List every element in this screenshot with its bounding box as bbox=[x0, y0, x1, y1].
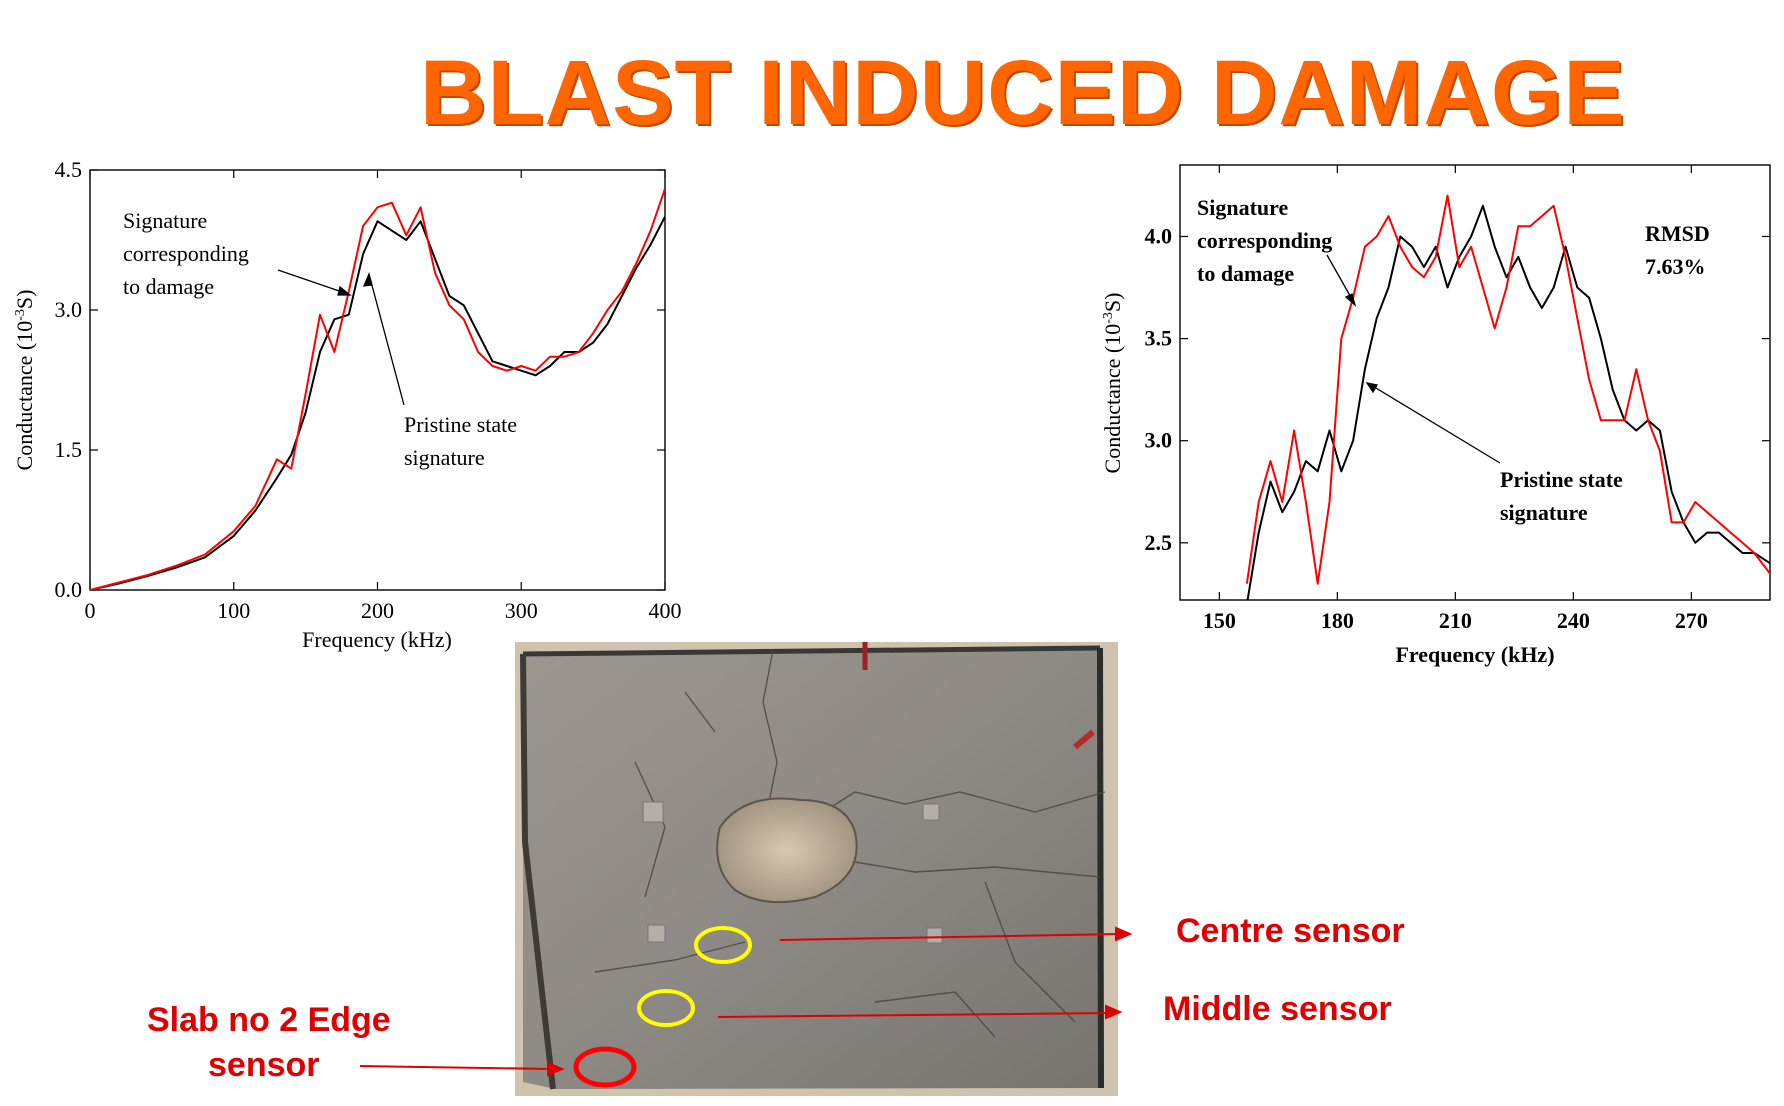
annotation-rmsd: RMSD 7.63% bbox=[1645, 221, 1710, 279]
svg-text:Pristine state: Pristine state bbox=[1500, 467, 1623, 492]
marker-centre-sensor bbox=[694, 926, 752, 964]
label-centre-sensor: Centre sensor bbox=[1176, 912, 1405, 950]
annotation-pristine: Pristine state signature bbox=[1500, 467, 1623, 525]
x-axis-label: Frequency (kHz) bbox=[1395, 642, 1554, 667]
y-tick-label: 3.0 bbox=[1145, 428, 1173, 453]
y-tick-label: 2.5 bbox=[1145, 530, 1173, 555]
y-axis-label: Conductance (10-3S) bbox=[1100, 293, 1125, 474]
arrowhead-damage bbox=[337, 285, 352, 296]
svg-text:Pristine state: Pristine state bbox=[404, 412, 517, 437]
arrowhead-edge-sensor bbox=[547, 1061, 565, 1077]
series-line-damage bbox=[1245, 194, 1770, 585]
arrowhead-middle-sensor bbox=[1105, 1004, 1123, 1020]
arrowhead-damage bbox=[1344, 293, 1357, 307]
svg-text:RMSD: RMSD bbox=[1645, 221, 1710, 246]
svg-text:to damage: to damage bbox=[123, 274, 214, 299]
arrow-pristine bbox=[369, 277, 405, 406]
arrowhead-pristine bbox=[1365, 382, 1379, 394]
annotation-damage: Signature corresponding to damage bbox=[1197, 195, 1332, 286]
arrowhead-centre-sensor bbox=[1115, 926, 1133, 942]
y-tick-label: 3.0 bbox=[55, 297, 83, 322]
plot-frame bbox=[1179, 164, 1771, 601]
y-tick-label: 4.5 bbox=[55, 157, 83, 182]
arrowhead-pristine bbox=[362, 272, 373, 287]
x-axis-label: Frequency (kHz) bbox=[302, 627, 452, 652]
slab-right-edge bbox=[1097, 647, 1104, 1089]
arrow-edge-sensor bbox=[359, 1065, 553, 1070]
series-line-pristine bbox=[90, 216, 665, 590]
slab-photo-drawing bbox=[515, 642, 1118, 1096]
svg-text:corresponding: corresponding bbox=[123, 241, 249, 266]
slab-photo bbox=[515, 642, 1118, 1096]
x-tick-label: 210 bbox=[1439, 608, 1472, 633]
x-tick-label: 0 bbox=[85, 598, 96, 623]
cracks bbox=[594, 649, 1106, 1038]
label-edge-sensor-line1: Slab no 2 Edge bbox=[147, 1001, 391, 1039]
marker-edge-sensor bbox=[573, 1046, 637, 1088]
arrow-damage bbox=[1326, 254, 1354, 302]
annotation-damage: Signature corresponding to damage bbox=[123, 208, 249, 299]
annotation-pristine: Pristine state signature bbox=[404, 412, 517, 470]
x-tick-label: 180 bbox=[1321, 608, 1354, 633]
slab-top-edge bbox=[522, 645, 1101, 657]
svg-text:Signature: Signature bbox=[123, 208, 207, 233]
svg-text:Signature: Signature bbox=[1197, 195, 1289, 220]
y-tick-label: 3.5 bbox=[1145, 326, 1173, 351]
chart-right: 150 180 210 240 270 2.5 3.0 3.5 4.0 Conductance … bbox=[1100, 164, 1771, 667]
svg-text:signature: signature bbox=[404, 445, 485, 470]
y-axis-label: Conductance (10-3S) bbox=[12, 290, 37, 471]
svg-text:signature: signature bbox=[1500, 500, 1588, 525]
marker-middle-sensor bbox=[637, 989, 695, 1027]
x-tick-label: 100 bbox=[217, 598, 250, 623]
y-tick-label: 4.0 bbox=[1145, 223, 1173, 248]
page-title: BLAST INDUCED DAMAGE bbox=[420, 42, 1626, 144]
svg-text:to damage: to damage bbox=[1197, 261, 1294, 286]
arrow-damage bbox=[277, 269, 349, 295]
lifting-hook-right bbox=[1073, 729, 1095, 750]
x-tick-label: 270 bbox=[1675, 608, 1708, 633]
x-tick-label: 150 bbox=[1203, 608, 1236, 633]
svg-text:corresponding: corresponding bbox=[1197, 228, 1332, 253]
x-tick-label: 200 bbox=[361, 598, 394, 623]
slab-left-edge bbox=[520, 653, 556, 1090]
label-edge-sensor-line2: sensor bbox=[208, 1046, 320, 1084]
label-middle-sensor: Middle sensor bbox=[1163, 990, 1392, 1028]
x-tick-label: 400 bbox=[649, 598, 682, 623]
arrow-centre-sensor bbox=[779, 933, 1121, 941]
svg-text:7.63%: 7.63% bbox=[1645, 254, 1706, 279]
y-tick-label: 0.0 bbox=[55, 577, 83, 602]
x-tick-label: 240 bbox=[1557, 608, 1590, 633]
arrow-middle-sensor bbox=[717, 1012, 1111, 1018]
series-line-damage bbox=[90, 188, 665, 590]
arrow-pristine bbox=[1370, 384, 1501, 464]
sensor-patches bbox=[642, 801, 943, 944]
x-tick-label: 300 bbox=[505, 598, 538, 623]
chart-left: 0 100 200 300 400 0.0 1.5 3.0 4.5 Conductance (1… bbox=[12, 157, 682, 652]
blast-hole bbox=[716, 797, 858, 904]
y-tick-label: 1.5 bbox=[55, 437, 83, 462]
